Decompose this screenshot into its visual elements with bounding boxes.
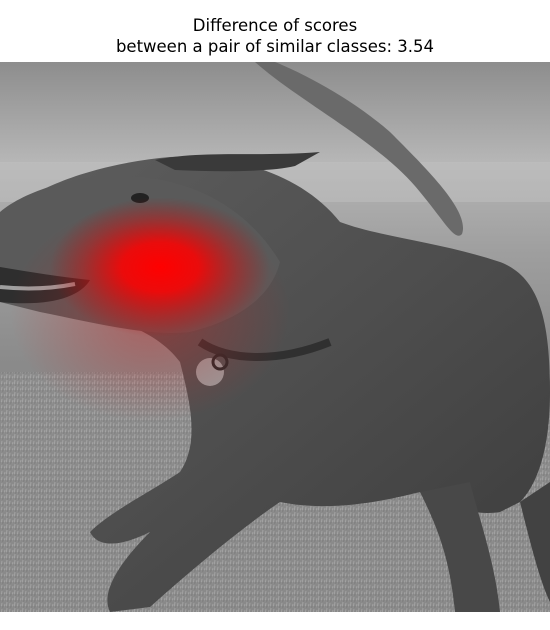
dog-hind-leg [420,482,500,612]
heatmap-image [0,62,550,612]
heatmap-hotspot [50,197,270,337]
dog-ear [155,152,320,172]
title-line-2: between a pair of similar classes: 3.54 [115,37,435,56]
title-line-1: Difference of scores [192,16,358,35]
dog-tail [255,62,464,236]
figure-title: Difference of scores between a pair of s… [0,15,550,57]
